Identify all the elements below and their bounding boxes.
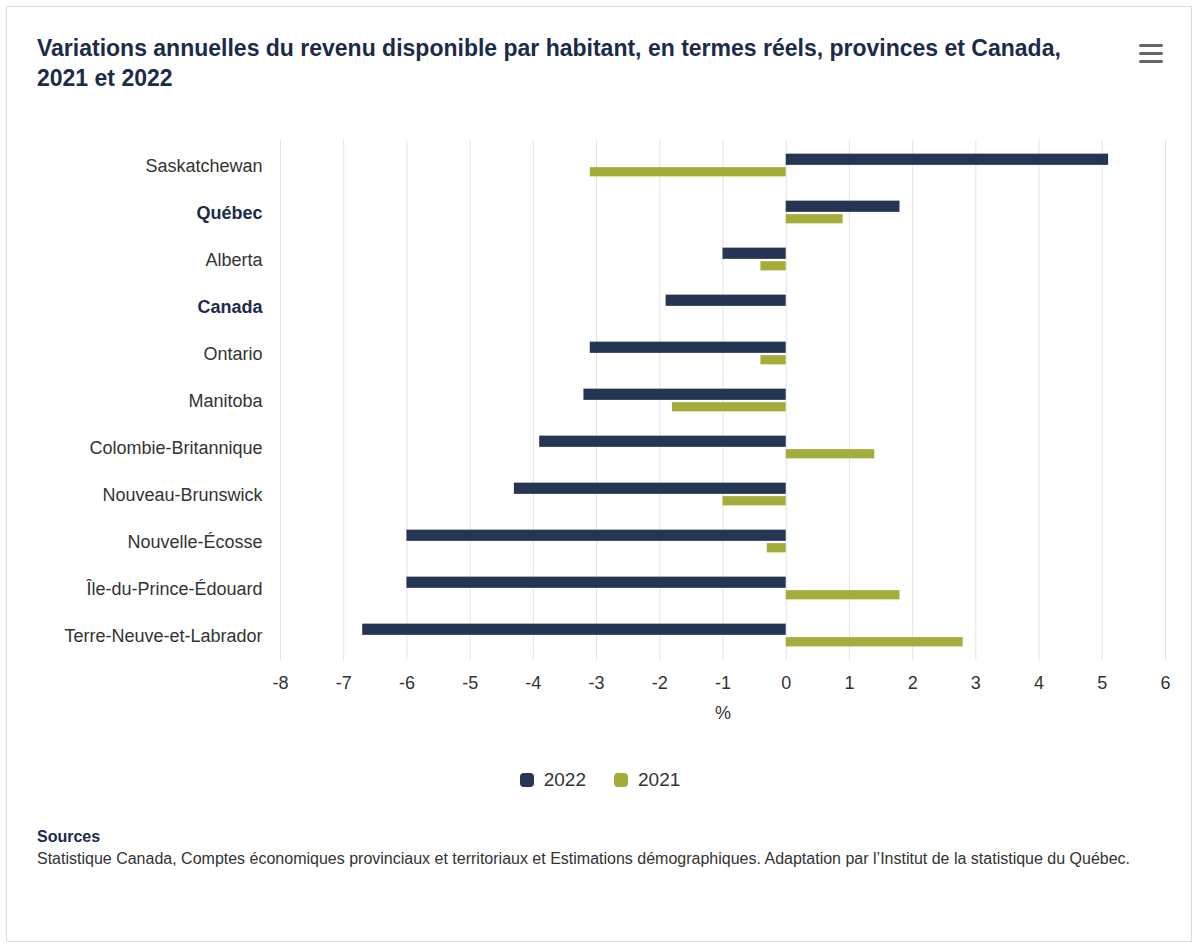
- svg-text:-2: -2: [652, 673, 668, 693]
- svg-text:Nouvelle-Écosse: Nouvelle-Écosse: [127, 532, 262, 552]
- svg-text:-5: -5: [462, 673, 478, 693]
- svg-text:-7: -7: [336, 673, 352, 693]
- svg-text:-8: -8: [272, 673, 288, 693]
- svg-text:%: %: [715, 703, 731, 723]
- svg-text:Île-du-Prince-Édouard: Île-du-Prince-Édouard: [85, 579, 262, 599]
- html-text:Sources: Sources: [37, 828, 101, 845]
- svg-text:-3: -3: [589, 673, 605, 693]
- svg-text:Colombie-Britannique: Colombie-Britannique: [89, 438, 262, 458]
- svg-text:Québec: Québec: [196, 203, 262, 223]
- svg-text:1: 1: [844, 673, 854, 693]
- html-text:2022: 2022: [543, 769, 586, 790]
- svg-text:0: 0: [781, 673, 791, 693]
- svg-text:-6: -6: [399, 673, 415, 693]
- svg-text:Terre-Neuve-et-Labrador: Terre-Neuve-et-Labrador: [64, 626, 262, 646]
- svg-text:Canada: Canada: [197, 297, 263, 317]
- svg-text:2: 2: [908, 673, 918, 693]
- svg-text:Nouveau-Brunswick: Nouveau-Brunswick: [102, 485, 263, 505]
- svg-text:-4: -4: [525, 673, 541, 693]
- html-text:Statistique Canada, Comptes éc: Statistique Canada, Comptes économiques …: [37, 850, 1131, 867]
- svg-text:-1: -1: [715, 673, 731, 693]
- svg-text:5: 5: [1097, 673, 1107, 693]
- svg-text:Saskatchewan: Saskatchewan: [145, 156, 262, 176]
- svg-text:Ontario: Ontario: [203, 344, 262, 364]
- svg-text:3: 3: [971, 673, 981, 693]
- html-text:2021: 2021: [638, 769, 681, 790]
- svg-text:6: 6: [1160, 673, 1170, 693]
- svg-text:Manitoba: Manitoba: [188, 391, 263, 411]
- html-text:Variations annuelles du revenu: Variations annuelles du revenu disponibl…: [37, 35, 1061, 91]
- svg-text:Alberta: Alberta: [205, 250, 263, 270]
- svg-text:4: 4: [1034, 673, 1044, 693]
